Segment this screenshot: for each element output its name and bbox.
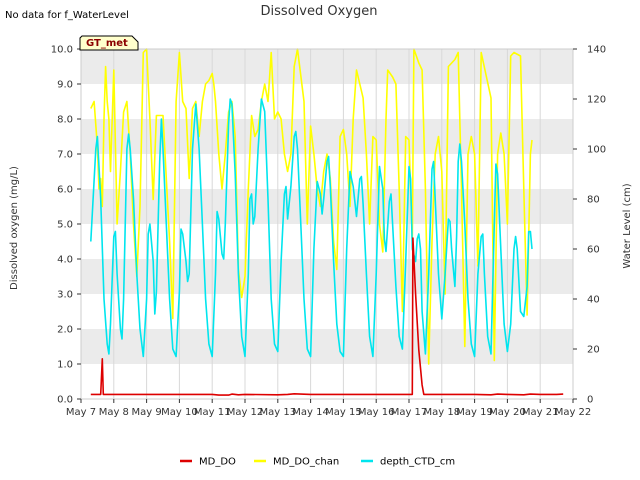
chart-title: Dissolved Oxygen <box>261 4 378 19</box>
y-axis-left-label: Dissolved oxygen (mg/L) <box>9 166 20 290</box>
x-tick-label: May 16 <box>358 407 395 418</box>
legend-label-md-do-chan: MD_DO_chan <box>273 457 339 468</box>
y-right-tick-label: 60 <box>587 245 600 256</box>
y-right-tick-label: 20 <box>587 345 600 356</box>
y-left-tick-label: 2.0 <box>57 325 73 336</box>
badge-label: GT_met <box>86 38 128 49</box>
series-line-md-do-chan <box>90 48 533 365</box>
y-left-tick-label: 10.0 <box>51 45 73 56</box>
x-tick-label: May 13 <box>260 407 297 418</box>
legend-label-depth-ctd-cm: depth_CTD_cm <box>380 457 455 468</box>
x-tick-label: May 15 <box>325 407 362 418</box>
series-line-md-do <box>90 237 564 396</box>
y-left-tick-label: 0.0 <box>57 395 73 406</box>
grid-band <box>81 49 573 84</box>
y-axis-right-label: Water Level (cm) <box>622 183 633 268</box>
series-line-depth-ctd-cm <box>90 98 533 358</box>
series-layer <box>90 48 564 396</box>
y-left-tick-label: 4.0 <box>57 255 73 266</box>
x-tick-label: May 20 <box>489 407 526 418</box>
y-right-tick-label: 100 <box>587 145 606 156</box>
y-axis-right: 0 20 40 60 80 100 120 140 <box>573 45 606 406</box>
x-tick-label: May 11 <box>194 407 231 418</box>
y-left-tick-label: 1.0 <box>57 360 73 371</box>
x-tick-label: May 18 <box>424 407 461 418</box>
x-tick-label: May 22 <box>555 407 592 418</box>
x-tick-label: May 9 <box>131 407 161 418</box>
legend: MD_DO MD_DO_chan depth_CTD_cm <box>180 457 455 468</box>
y-right-tick-label: 0 <box>587 395 593 406</box>
y-left-tick-label: 9.0 <box>57 80 73 91</box>
y-right-tick-label: 120 <box>587 95 606 106</box>
y-right-tick-label: 80 <box>587 195 600 206</box>
badge-shape <box>79 35 139 51</box>
legend-label-md-do: MD_DO <box>199 457 236 468</box>
grid-band <box>81 189 573 224</box>
x-tick-label: May 17 <box>391 407 428 418</box>
x-tick-label: May 12 <box>227 407 264 418</box>
y-right-tick-label: 140 <box>587 45 606 56</box>
no-data-message: No data for f_WaterLevel <box>5 10 129 21</box>
x-tick-label: May 19 <box>456 407 493 418</box>
y-left-tick-label: 8.0 <box>57 115 73 126</box>
x-tick-label: May 21 <box>522 407 559 418</box>
x-tick-label: May 14 <box>292 407 329 418</box>
x-tick-label: May 7 <box>66 407 96 418</box>
x-tick-label: May 8 <box>99 407 129 418</box>
grid-band <box>81 329 573 364</box>
gt-met-badge: GT_met <box>79 35 139 51</box>
y-axis-left: 0.0 1.0 2.0 3.0 4.0 5.0 6.0 7.0 8.0 9.0 10.0 <box>51 45 81 406</box>
y-left-tick-label: 6.0 <box>57 185 73 196</box>
y-right-tick-label: 40 <box>587 295 600 306</box>
y-left-tick-label: 7.0 <box>57 150 73 161</box>
x-tick-label: May 10 <box>161 407 198 418</box>
y-left-tick-label: 5.0 <box>57 220 73 231</box>
y-left-tick-label: 3.0 <box>57 290 73 301</box>
grid-band <box>81 259 573 294</box>
